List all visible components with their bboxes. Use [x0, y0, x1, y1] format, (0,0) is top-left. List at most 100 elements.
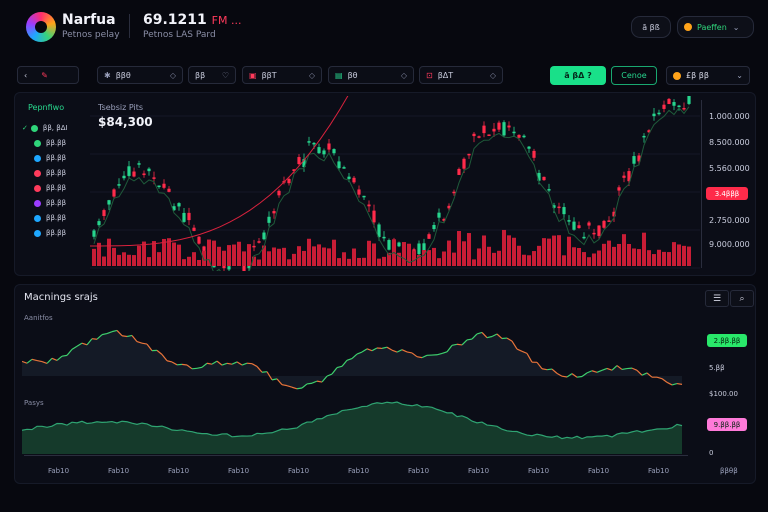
candle	[297, 157, 301, 165]
indicator-1-line	[436, 352, 443, 356]
back-arrow-icon[interactable]: ‹	[24, 70, 28, 80]
watchlist-item[interactable]: ββ.ββ	[34, 199, 66, 207]
indicator-1-line	[326, 373, 333, 377]
watchlist-item[interactable]: ββ.ββ	[34, 154, 66, 162]
candle	[527, 146, 531, 149]
volume-bar	[182, 259, 186, 266]
watchlist-item-label: ββ.ββ	[46, 169, 67, 177]
indicator-1-line	[271, 378, 278, 381]
volume-bar	[452, 252, 456, 266]
profile-menu[interactable]: Paeffen ⌄	[677, 16, 754, 38]
volume-bar	[207, 239, 211, 266]
indicator-1-line	[206, 362, 213, 365]
menu-icon[interactable]: ☰	[705, 290, 729, 307]
cancel-button[interactable]: Cenoe	[611, 66, 657, 85]
candle	[167, 188, 171, 192]
volume-bar	[157, 252, 161, 266]
toolbar-select-1[interactable]: ✱ ββθ ◇	[97, 66, 183, 84]
candle	[307, 141, 311, 143]
chevron-icon: ◇	[308, 70, 315, 80]
time-axis-line	[24, 455, 688, 456]
watchlist-item[interactable]: ββ.ββ	[34, 139, 66, 147]
indicator-1-line	[116, 329, 123, 337]
indicator-1-line	[346, 357, 353, 361]
volume-bar	[367, 240, 371, 266]
volume-bar	[152, 241, 156, 266]
toolbar-select-2[interactable]: ββ ♡	[188, 66, 236, 84]
watchlist-item[interactable]: ββ.ββ	[34, 229, 66, 237]
indicator-1-line	[166, 360, 173, 363]
indicator-1-line	[96, 334, 103, 340]
candle	[427, 234, 431, 239]
watchlist-item[interactable]: ✓ ββ, βΔI	[22, 124, 68, 132]
candle	[322, 150, 326, 155]
profile-name: Paeffen	[697, 22, 727, 32]
status-dot-icon	[34, 139, 41, 147]
search-icon[interactable]: ⌕	[730, 290, 754, 307]
indicator-1-line	[516, 348, 523, 352]
volume-bar	[247, 244, 251, 266]
candle	[677, 105, 681, 108]
pencil-icon[interactable]: ✎	[41, 70, 48, 80]
candle	[467, 153, 471, 156]
indicator-1-line	[66, 349, 73, 356]
watchlist-item[interactable]: ββ.ββ	[34, 214, 66, 222]
indicator-charts[interactable]	[22, 320, 688, 460]
ticker-subtitle: Petnos LAS Pard	[143, 30, 216, 40]
volume-bar	[147, 257, 151, 266]
indicator-1-line	[141, 342, 148, 345]
indicator-1-value: 5.ββ	[709, 364, 725, 372]
candle	[502, 122, 506, 136]
indicator-1-line	[101, 332, 108, 336]
volume-bar	[562, 255, 566, 266]
indicator-1-line	[126, 334, 133, 338]
ticker-change: FM ...	[211, 14, 242, 27]
candle	[617, 187, 621, 191]
indicator-1-line	[256, 366, 263, 373]
indicator-1-line	[416, 356, 423, 359]
indicator-1-line	[576, 375, 583, 378]
toolbar-select-4[interactable]: ▤ βθ ◇	[328, 66, 414, 84]
status-dot-icon	[34, 154, 41, 162]
indicator-2-line	[22, 401, 683, 440]
buy-button[interactable]: ā βΔ ?	[550, 66, 606, 85]
candle	[292, 169, 296, 172]
indicator-1-line	[461, 339, 468, 346]
candle	[357, 189, 361, 195]
indicator-1-line	[111, 329, 118, 333]
volume-bar	[672, 242, 676, 266]
toolbar-select-3[interactable]: ▣ ββΤ ◇	[242, 66, 322, 84]
drawing-tools[interactable]: ‹ ✎	[17, 66, 79, 84]
candle	[92, 230, 96, 237]
volume-bar	[447, 240, 451, 266]
volume-bar	[617, 243, 621, 266]
indicator-1-line	[441, 351, 448, 355]
toolbar-select-5[interactable]: ⊡ βΔΤ ◇	[419, 66, 503, 84]
watchlist-title: Pepnfiwo	[28, 103, 65, 112]
indicator-1-line	[26, 358, 33, 364]
candlestick-chart[interactable]	[90, 96, 700, 271]
volume-bar	[487, 246, 491, 266]
status-dot-icon	[34, 199, 41, 207]
volume-bar	[142, 241, 146, 266]
volume-bar	[677, 244, 681, 266]
candle	[602, 220, 606, 228]
indicator-1-line	[606, 367, 613, 371]
indicator-1-line	[556, 372, 563, 377]
indicator-1-line	[136, 341, 143, 344]
indicator-1-line	[186, 364, 193, 370]
watchlist-item[interactable]: ββ.ββ	[34, 184, 66, 192]
indicator-1-line	[616, 365, 623, 370]
volume-bar	[377, 258, 381, 266]
balance-selector[interactable]: £β ββ ⌄	[666, 66, 750, 85]
indicator-1-line	[596, 369, 603, 373]
indicator-1-badge: 2.ββ.ββ	[707, 334, 747, 347]
candle	[597, 225, 601, 236]
header-button[interactable]: ā βß	[631, 16, 671, 38]
candle	[97, 221, 101, 226]
watchlist-item[interactable]: ββ.ββ	[34, 169, 66, 177]
candle	[442, 218, 446, 221]
price-tick: 2.750.000	[709, 216, 750, 225]
indicator-1-line	[456, 343, 463, 346]
indicator-1-line	[366, 348, 373, 352]
